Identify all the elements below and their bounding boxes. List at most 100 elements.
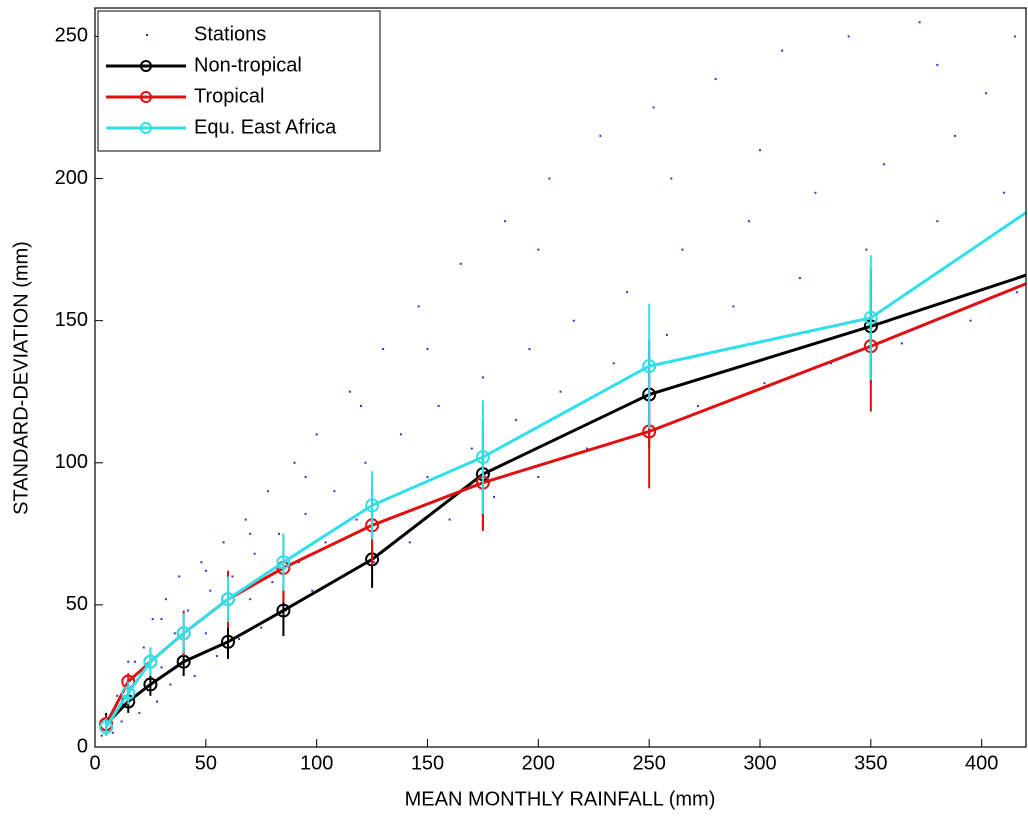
station-point	[324, 541, 327, 544]
station-point	[297, 561, 300, 564]
x-tick-label: 150	[411, 752, 444, 774]
station-point	[814, 191, 817, 194]
station-point	[537, 248, 540, 251]
station-point	[437, 404, 440, 407]
station-point	[160, 666, 163, 669]
station-point	[127, 660, 130, 663]
station-point	[586, 447, 589, 450]
station-point	[382, 348, 385, 351]
station-point	[918, 21, 921, 24]
station-point	[173, 632, 176, 635]
station-point	[304, 475, 307, 478]
station-point	[829, 362, 832, 365]
station-point	[612, 362, 615, 365]
station-point	[1013, 35, 1016, 38]
station-point	[714, 78, 717, 81]
y-tick-label: 200	[55, 167, 88, 189]
legend-swatch	[140, 91, 152, 103]
station-point	[116, 694, 119, 697]
station-point	[681, 248, 684, 251]
station-point	[1016, 291, 1019, 294]
station-point	[260, 626, 263, 629]
marker	[99, 720, 114, 735]
station-point	[515, 419, 518, 422]
station-point	[954, 134, 957, 137]
station-point	[459, 262, 462, 265]
station-point	[151, 618, 154, 621]
station-point	[448, 518, 451, 521]
station-point	[373, 561, 376, 564]
station-point	[883, 163, 886, 166]
marker	[642, 359, 657, 374]
station-point	[747, 220, 750, 223]
station-point	[985, 92, 988, 95]
marker	[143, 654, 158, 669]
station-point	[266, 490, 269, 493]
station-point	[271, 581, 274, 584]
station-point	[670, 177, 673, 180]
station-point	[133, 660, 136, 663]
station-point	[426, 475, 429, 478]
station-point	[169, 683, 172, 686]
station-point	[763, 382, 766, 385]
station-point	[696, 404, 699, 407]
station-point	[348, 390, 351, 393]
station-point	[759, 149, 761, 152]
station-point	[504, 220, 507, 223]
station-point	[493, 495, 495, 498]
station-point	[969, 319, 972, 322]
marker	[475, 450, 490, 465]
station-point	[865, 248, 868, 251]
station-point	[277, 532, 280, 535]
station-point	[652, 106, 655, 109]
station-point	[665, 333, 668, 336]
station-point	[1002, 191, 1005, 194]
plot-frame	[94, 7, 1027, 748]
station-point	[178, 575, 181, 578]
station-point	[249, 598, 252, 601]
station-point	[222, 541, 225, 544]
station-point	[572, 319, 575, 322]
station-point	[253, 552, 256, 555]
station-point	[293, 461, 296, 464]
station-point	[847, 35, 850, 38]
marker	[221, 592, 235, 607]
series-line	[105, 273, 1027, 726]
station-point	[537, 475, 540, 478]
station-point	[100, 734, 103, 737]
y-tick-label: 50	[66, 593, 88, 615]
station-point	[548, 177, 551, 180]
station-point	[156, 700, 159, 703]
station-point	[936, 220, 939, 223]
station-point	[304, 512, 307, 515]
x-tick-label: 350	[854, 752, 887, 774]
station-point	[936, 63, 939, 66]
station-point	[160, 618, 163, 621]
station-point	[599, 134, 602, 137]
legend-label: Equ. East Africa	[194, 116, 337, 138]
marker	[143, 677, 158, 692]
series-line	[104, 282, 1027, 725]
marker	[121, 685, 136, 700]
station-point	[781, 49, 784, 52]
x-tick-label: 300	[743, 752, 776, 774]
station-point	[798, 277, 801, 280]
station-point	[142, 646, 145, 649]
y-tick-label: 250	[55, 25, 88, 47]
station-point	[900, 342, 903, 345]
station-point	[626, 291, 628, 294]
y-tick-label: 150	[55, 309, 88, 331]
legend-label: Stations	[194, 23, 266, 45]
marker	[276, 555, 291, 570]
station-point	[111, 731, 114, 734]
station-point	[249, 532, 252, 535]
station-point	[360, 404, 362, 407]
station-point	[470, 447, 473, 450]
legend-swatch	[140, 122, 152, 134]
marker	[221, 634, 235, 649]
series-line	[104, 211, 1027, 728]
station-point	[408, 541, 411, 544]
y-tick-label: 100	[55, 451, 88, 473]
y-tick-label: 0	[77, 735, 88, 757]
